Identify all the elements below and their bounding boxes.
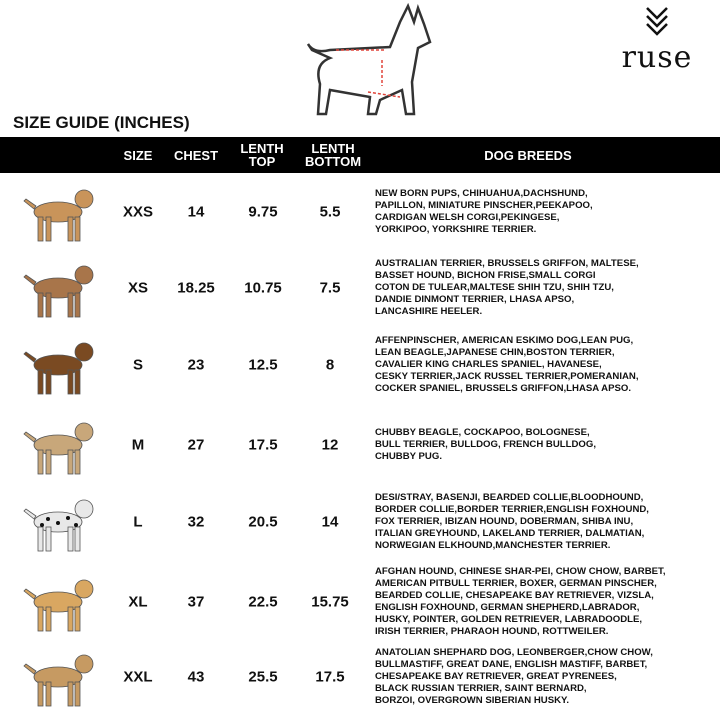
size-value: XXS: [122, 203, 154, 221]
length-bottom-value: 5.5: [319, 203, 341, 221]
header-size: SIZE: [123, 148, 153, 163]
header-length-top-l1: LENTH: [240, 141, 284, 156]
length-bottom-value: 15.75: [311, 593, 349, 611]
breed-line: CHUBBY BEAGLE, COCKAPOO, BOLOGNESE,: [375, 427, 590, 438]
breed-line: NEW BORN PUPS, CHIHUAHUA,DACHSHUND,: [375, 188, 588, 199]
breed-line: BULLMASTIFF, GREAT DANE, ENGLISH MASTIFF…: [375, 659, 648, 670]
breed-line: AFFENPINSCHER, AMERICAN ESKIMO DOG,LEAN …: [375, 335, 634, 346]
breed-line: CHUBBY PUG.: [375, 451, 442, 462]
length-bottom-value: 12: [321, 436, 339, 454]
table-row: XXS 14 9.75 5.5 NEW BORN PUPS, CHIHUAHUA,DAC…: [0, 174, 720, 250]
header-length-bottom: LENTH BOTTOM: [305, 142, 361, 168]
breed-line: COTON DE TULEAR,MALTESE SHIH TZU, SHIH T…: [375, 282, 614, 293]
size-value: L: [133, 513, 143, 531]
table-row: S 23 12.5 8 AFFENPINSCHER, AMERICAN ESKIMO D…: [0, 327, 720, 403]
breed-line: DANDIE DINMONT TERRIER, LHASA APSO,: [375, 294, 575, 305]
dog-breeds-list: AFFENPINSCHER, AMERICAN ESKIMO DOG,LEAN …: [375, 335, 639, 395]
dog-measurement-diagram: [306, 2, 432, 116]
brand-name: ruse: [621, 40, 693, 75]
dog-image-beagle: [23, 342, 94, 395]
dog-breeds-list: ANATOLIAN SHEPHARD DOG, LEONBERGER,CHOW …: [375, 647, 653, 707]
dog-image-chihuahua: [23, 189, 94, 242]
breed-line: HUSKY, POINTER, GOLDEN RETRIEVER, LABRAD…: [375, 614, 643, 625]
breed-line: DESI/STRAY, BASENJI, BEARDED COLLIE,BLOO…: [375, 492, 644, 503]
header-chest: CHEST: [173, 148, 219, 163]
table-row: L 32 20.5 14 DESI/STRAY, BASENJI, BEARDED CO…: [0, 484, 720, 560]
breed-line: AUSTRALIAN TERRIER, BRUSSELS GRIFFON, MA…: [375, 258, 639, 269]
breed-line: AMERICAN PITBULL TERRIER, BOXER, GERMAN …: [375, 578, 657, 589]
dog-breeds-list: DESI/STRAY, BASENJI, BEARDED COLLIE,BLOO…: [375, 492, 649, 552]
chest-value: 37: [187, 593, 205, 611]
breed-line: BEARDED COLLIE, CHESAPEAKE BAY RETRIEVER…: [375, 590, 654, 601]
length-top-value: 12.5: [248, 356, 278, 374]
chest-value: 14: [187, 203, 205, 221]
chest-value: 18.25: [177, 279, 215, 297]
length-top-value: 17.5: [248, 436, 278, 454]
breed-line: YORKIPOO, YORKSHIRE TERRIER.: [375, 224, 537, 235]
chest-value: 27: [187, 436, 205, 454]
breed-line: CESKY TERRIER,JACK RUSSEL TERRIER,POMERA…: [375, 371, 639, 382]
header-breeds: DOG BREEDS: [484, 148, 572, 163]
dog-breeds-list: NEW BORN PUPS, CHIHUAHUA,DACHSHUND, PAPIL…: [375, 188, 593, 236]
dog-breeds-list: AFGHAN HOUND, CHINESE SHAR-PEI, CHOW CHO…: [375, 566, 665, 638]
breed-line: BORZOI, OVERGROWN SIBERIAN HUSKY.: [375, 695, 570, 706]
breed-line: NORWEGIAN ELKHOUND,MANCHESTER TERRIER.: [375, 540, 611, 551]
size-value: M: [131, 436, 145, 454]
breed-line: FOX TERRIER, IBIZAN HOUND, DOBERMAN, SHI…: [375, 516, 634, 527]
breed-line: CARDIGAN WELSH CORGI,PEKINGESE,: [375, 212, 560, 223]
dog-breeds-list: AUSTRALIAN TERRIER, BRUSSELS GRIFFON, MA…: [375, 258, 639, 318]
breed-line: ANATOLIAN SHEPHARD DOG, LEONBERGER,CHOW …: [375, 647, 653, 658]
header-length-top-l2: TOP: [248, 154, 276, 169]
length-bottom-value: 14: [321, 513, 339, 531]
size-value: XS: [127, 279, 149, 297]
table-row: M 27 17.5 12 CHUBBY BEAGLE, COCKAPOO, BOLOGN…: [0, 407, 720, 483]
breed-line: ITALIAN GREYHOUND, LAKELAND TERRIER, DAL…: [375, 528, 645, 539]
breed-line: LANCASHIRE HEELER.: [375, 306, 483, 317]
dog-breeds-list: CHUBBY BEAGLE, COCKAPOO, BOLOGNESE, BULL …: [375, 427, 596, 463]
dog-image-dalmatian: [23, 499, 94, 552]
breed-line: CHESAPEAKE BAY RETRIEVER, GREAT PYRENEES…: [375, 671, 617, 682]
size-value: S: [132, 356, 144, 374]
size-value: XXL: [123, 668, 153, 686]
breed-line: LEAN BEAGLE,JAPANESE CHIN,BOSTON TERRIER…: [375, 347, 615, 358]
page-title: SIZE GUIDE (INCHES): [13, 113, 190, 132]
breed-line: COCKER SPANIEL, BRUSSELS GRIFFON,LHASA A…: [375, 383, 632, 394]
dog-image-pug: [23, 422, 94, 475]
length-bottom-value: 8: [325, 356, 335, 374]
length-top-value: 10.75: [244, 279, 282, 297]
breed-line: BULL TERRIER, BULLDOG, FRENCH BULLDOG,: [375, 439, 597, 450]
length-top-value: 9.75: [248, 203, 278, 221]
chest-value: 32: [187, 513, 205, 531]
breed-line: IRISH TERRIER, PHARAOH HOUND, ROTTWEILER…: [375, 626, 609, 637]
table-row: XL 37 22.5 15.75 AFGHAN HOUND, CHINESE SHAR-…: [0, 564, 720, 640]
length-top-value: 25.5: [248, 668, 278, 686]
chest-value: 23: [187, 356, 205, 374]
header-length-bottom-l1: LENTH: [311, 141, 355, 156]
header-length-bottom-l2: BOTTOM: [304, 154, 362, 169]
breed-line: AFGHAN HOUND, CHINESE SHAR-PEI, CHOW CHO…: [375, 566, 666, 577]
dog-image-great-dane: [23, 654, 94, 707]
breed-line: BLACK RUSSIAN TERRIER, SAINT BERNARD,: [375, 683, 587, 694]
size-value: XL: [128, 593, 148, 611]
dog-image-shih-tzu: [23, 265, 94, 318]
breed-line: PAPILLON, MINIATURE PINSCHER,PEEKAPOO,: [375, 200, 593, 211]
table-header: SIZE CHEST LENTH TOP LENTH BOTTOM DOG BREE…: [0, 137, 720, 173]
table-row: XXL 43 25.5 17.5 ANATOLIAN SHEPHARD DOG, LEO…: [0, 639, 720, 715]
breed-line: BASSET HOUND, BICHON FRISE,SMALL CORGI: [375, 270, 596, 281]
breed-line: BORDER COLLIE,BORDER TERRIER,ENGLISH FOX…: [375, 504, 649, 515]
length-top-value: 22.5: [248, 593, 278, 611]
table-row: XS 18.25 10.75 7.5 AUSTRALIAN TERRIER, BRUSS…: [0, 250, 720, 326]
length-bottom-value: 17.5: [315, 668, 345, 686]
length-bottom-value: 7.5: [319, 279, 341, 297]
breed-line: ENGLISH FOXHOUND, GERMAN SHEPHERD,LABRAD…: [375, 602, 640, 613]
dog-image-golden-retriever: [23, 579, 94, 632]
header-length-top: LENTH TOP: [240, 142, 283, 168]
breed-line: CAVALIER KING CHARLES SPANIEL, HAVANESE,: [375, 359, 602, 370]
chevron-stack-icon: [646, 7, 668, 36]
chest-value: 43: [187, 668, 205, 686]
brand-logo: ruse: [616, 6, 698, 73]
length-top-value: 20.5: [248, 513, 278, 531]
